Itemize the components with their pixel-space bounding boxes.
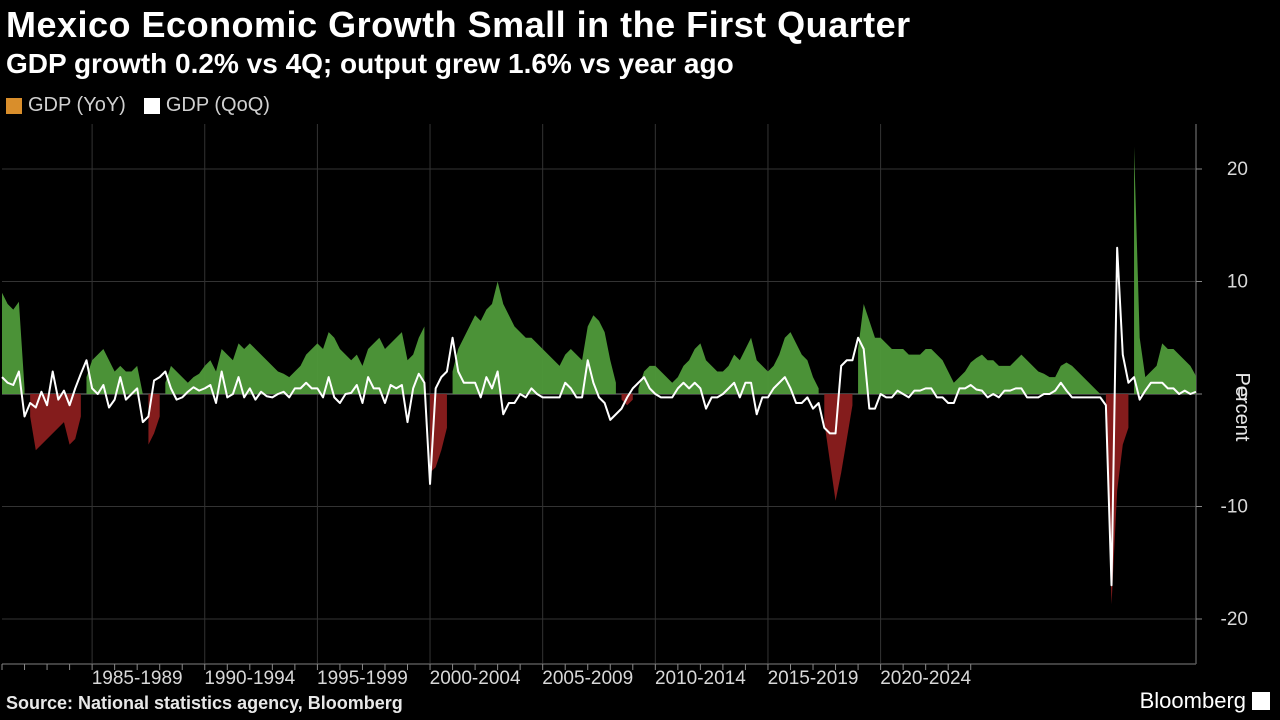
brand-label: Bloomberg xyxy=(1140,688,1270,714)
y-axis-label: Percent xyxy=(1230,373,1253,442)
svg-text:1990-1994: 1990-1994 xyxy=(204,668,295,689)
chart-svg: 1985-1989 1990-1994 1995-1999 2000-2004 2005… xyxy=(0,124,1280,690)
svg-text:2010-2014: 2010-2014 xyxy=(655,668,746,689)
svg-text:2005-2009: 2005-2009 xyxy=(542,668,633,689)
legend: GDP (YoY) GDP (QoQ) xyxy=(6,94,270,117)
legend-label-qoq: GDP (QoQ) xyxy=(166,94,270,117)
svg-text:-20: -20 xyxy=(1221,609,1248,630)
legend-item-yoy: GDP (YoY) xyxy=(6,94,126,117)
svg-text:1995-1999: 1995-1999 xyxy=(317,668,408,689)
chart-subtitle: GDP growth 0.2% vs 4Q; output grew 1.6% … xyxy=(6,48,734,80)
source-text: Source: National statistics agency, Bloo… xyxy=(6,693,403,714)
svg-text:2015-2019: 2015-2019 xyxy=(768,668,859,689)
chart-title: Mexico Economic Growth Small in the Firs… xyxy=(6,4,911,46)
legend-swatch-yoy xyxy=(6,98,22,114)
svg-text:-10: -10 xyxy=(1221,497,1248,518)
svg-text:20: 20 xyxy=(1227,159,1248,180)
legend-swatch-qoq xyxy=(144,98,160,114)
brand-icon xyxy=(1252,692,1270,710)
svg-text:2020-2024: 2020-2024 xyxy=(880,668,971,689)
svg-text:10: 10 xyxy=(1227,272,1248,293)
brand-text: Bloomberg xyxy=(1140,688,1246,714)
legend-item-qoq: GDP (QoQ) xyxy=(144,94,270,117)
svg-text:2000-2004: 2000-2004 xyxy=(430,668,521,689)
legend-label-yoy: GDP (YoY) xyxy=(28,94,126,117)
chart-area: 1985-1989 1990-1994 1995-1999 2000-2004 2005… xyxy=(0,124,1280,690)
svg-text:1985-1989: 1985-1989 xyxy=(92,668,183,689)
